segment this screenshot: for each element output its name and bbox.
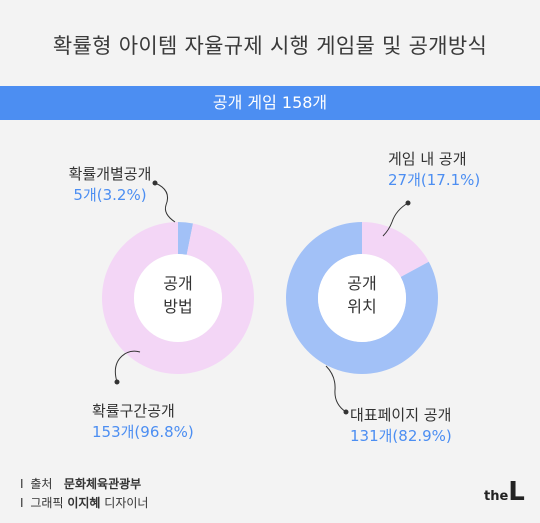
center-label-location-line2: 위치	[347, 297, 377, 316]
credit-line: I 그래픽 이지혜 디자이너	[20, 494, 148, 511]
leader-line-range	[114, 350, 141, 383]
leader-dot-range	[114, 379, 120, 385]
source-value: 문화체육관광부	[63, 477, 142, 491]
leader-dot-individual	[152, 180, 158, 186]
slice-main	[285, 222, 438, 375]
source-prefix: 출처	[30, 477, 53, 491]
slice-name-range: 확률구간공개	[92, 402, 175, 420]
center-label-location-line1: 공개	[347, 274, 377, 293]
logo-the: the	[484, 489, 509, 504]
credit-name: 이지혜	[67, 496, 101, 510]
slice-value-main: 131개(82.9%)	[350, 427, 452, 445]
donut-hole	[134, 254, 222, 342]
donut-disclosure-location	[285, 222, 438, 375]
center-label-method-line2: 방법	[163, 297, 193, 316]
slice-name-individual: 확률개별공개	[68, 165, 152, 183]
slice-name-main: 대표페이지 공개	[350, 406, 452, 424]
chart-title: 확률형 아이템 자율규제 시행 게임물 및 공개방식	[52, 34, 488, 58]
source-bar-icon: I	[20, 477, 24, 491]
donut-disclosure-method	[101, 222, 254, 374]
slice-label-range: 확률구간공개 153개(96.8%)	[92, 401, 194, 443]
slice-range	[101, 222, 254, 374]
credit-bar-icon: I	[20, 496, 24, 510]
center-label-method: 공개 방법	[138, 272, 218, 318]
leader-dot-ingame	[405, 200, 411, 206]
leader-dot-main	[343, 409, 349, 415]
center-label-location: 공개 위치	[322, 272, 402, 318]
slice-individual	[178, 222, 194, 255]
source-line: I 출처 문화체육관광부	[20, 475, 141, 492]
center-label-method-line1: 공개	[163, 274, 193, 293]
slice-value-individual: 5개(3.2%)	[73, 186, 147, 204]
credit-suffix: 디자이너	[104, 496, 149, 510]
leader-line-main	[325, 365, 347, 413]
total-banner: 공개 게임 158개	[0, 86, 540, 120]
donut-hole	[318, 254, 406, 342]
slice-name-ingame: 게임 내 공개	[388, 150, 467, 168]
credit-prefix: 그래픽	[30, 496, 64, 510]
slice-label-individual: 확률개별공개 5개(3.2%)	[50, 164, 170, 206]
slice-ingame	[362, 222, 429, 278]
the-l-logo: theL	[484, 477, 525, 507]
slice-value-ingame: 27개(17.1%)	[388, 171, 481, 189]
slice-label-ingame: 게임 내 공개 27개(17.1%)	[388, 149, 480, 191]
leader-line-ingame	[382, 202, 409, 237]
logo-l: L	[508, 477, 525, 507]
leader-line-individual	[154, 182, 176, 223]
slice-value-range: 153개(96.8%)	[92, 423, 194, 441]
slice-label-main: 대표페이지 공개 131개(82.9%)	[350, 405, 452, 447]
